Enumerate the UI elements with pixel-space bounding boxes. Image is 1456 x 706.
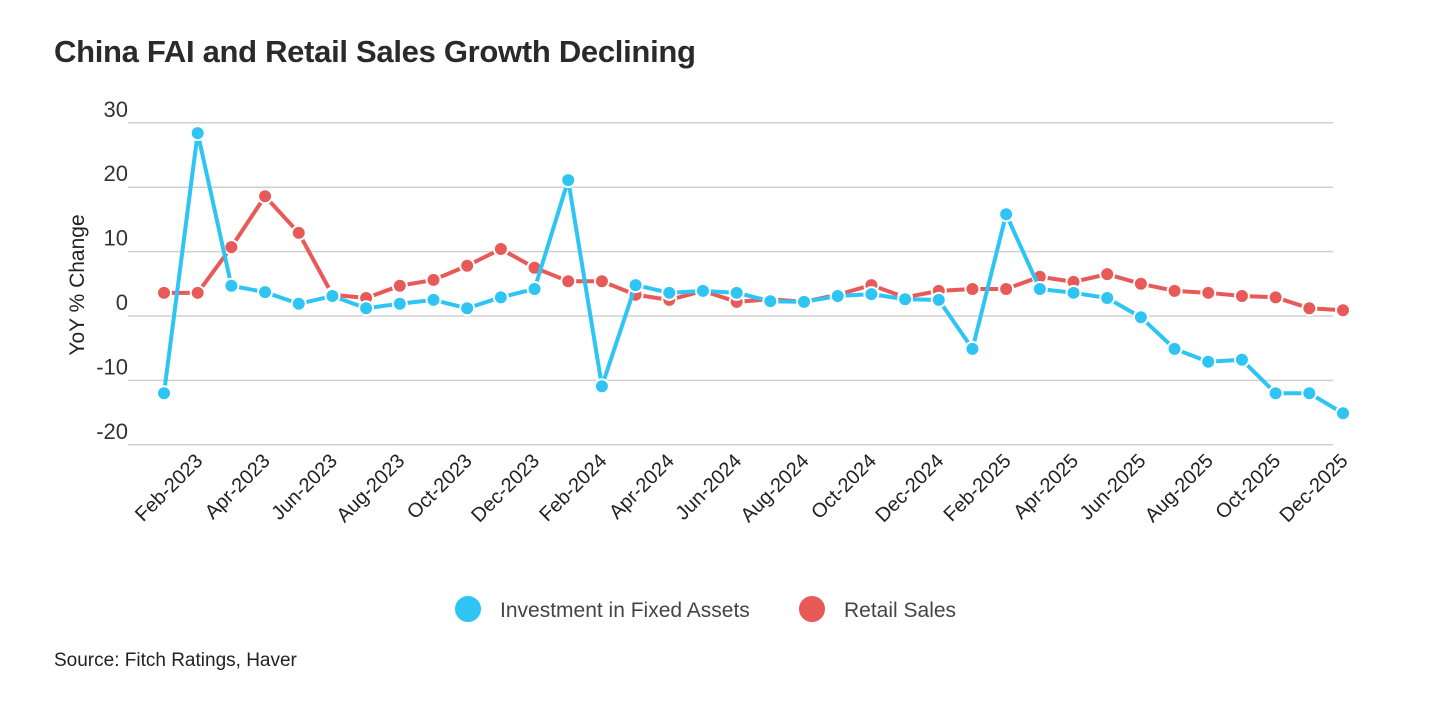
x-tick-label: Feb-2024: [535, 450, 611, 526]
legend-label: Retail Sales: [844, 599, 956, 622]
data-point: [1200, 284, 1217, 301]
series-line: [162, 131, 1345, 415]
data-point: [560, 273, 577, 290]
legend-marker-icon: [453, 594, 483, 624]
data-point: [1166, 282, 1183, 299]
data-point: [593, 378, 610, 395]
data-point: [189, 125, 206, 142]
data-point: [1099, 289, 1116, 306]
x-tick-label: Apr-2025: [1009, 450, 1083, 524]
data-point: [156, 385, 172, 402]
data-point: [1335, 302, 1351, 319]
data-point: [627, 277, 644, 294]
data-point: [189, 284, 206, 301]
x-tick-label: Jun-2025: [1076, 450, 1151, 525]
data-point: [1200, 353, 1217, 370]
data-point: [998, 280, 1015, 297]
data-point: [593, 273, 610, 290]
data-point: [324, 288, 341, 305]
data-point: [1031, 280, 1048, 297]
data-point: [1301, 385, 1318, 402]
data-point: [829, 288, 846, 305]
y-tick-label: 20: [104, 161, 128, 186]
x-tick-label: Oct-2024: [807, 450, 881, 524]
source-note: Source: Fitch Ratings, Haver: [54, 650, 297, 671]
data-point: [391, 295, 408, 312]
data-point: [796, 293, 813, 310]
data-point: [156, 284, 172, 301]
data-point: [492, 241, 509, 258]
y-tick-label: -20: [96, 419, 128, 444]
data-point: [694, 282, 711, 299]
x-tick-label: Apr-2024: [605, 450, 679, 524]
data-point: [661, 284, 678, 301]
data-point: [257, 284, 274, 301]
data-point: [1099, 266, 1116, 283]
x-tick-label: Aug-2023: [332, 450, 409, 527]
legend-marker-icon: [797, 594, 827, 624]
legend-item[interactable]: Retail Sales: [797, 594, 956, 624]
data-point: [964, 280, 981, 297]
data-point: [526, 280, 543, 297]
chart-title: China FAI and Retail Sales Growth Declin…: [54, 34, 696, 69]
x-tick-label: Dec-2025: [1276, 450, 1353, 527]
data-point: [425, 271, 442, 288]
data-point: [492, 289, 509, 306]
data-point: [459, 257, 476, 274]
data-point: [290, 224, 307, 241]
data-point: [1233, 288, 1250, 305]
y-tick-label: -10: [96, 354, 128, 379]
data-point: [560, 172, 577, 189]
data-point: [290, 295, 307, 312]
x-tick-label: Jun-2023: [267, 450, 342, 525]
legend-item[interactable]: Investment in Fixed Assets: [453, 594, 750, 624]
data-point: [1065, 284, 1082, 301]
data-point: [1132, 309, 1149, 326]
data-point: [998, 206, 1015, 223]
data-point: [728, 284, 745, 301]
x-tick-label: Oct-2023: [403, 450, 477, 524]
data-point: [1267, 289, 1284, 306]
data-point: [358, 300, 375, 317]
data-point: [223, 239, 240, 256]
data-point: [897, 291, 914, 308]
x-tick-label: Oct-2025: [1211, 450, 1285, 524]
data-point: [863, 286, 880, 303]
data-point: [1301, 300, 1318, 317]
x-tick-label: Jun-2024: [672, 450, 747, 525]
y-tick-label: 10: [104, 226, 128, 251]
data-point: [223, 277, 240, 294]
x-tick-label: Aug-2024: [737, 450, 814, 527]
data-point: [459, 300, 476, 317]
data-point: [391, 277, 408, 294]
x-tick-label: Feb-2025: [940, 450, 1016, 526]
data-point: [1166, 340, 1183, 357]
data-point: [1132, 275, 1149, 292]
data-point: [964, 340, 981, 357]
x-tick-label: Apr-2023: [201, 450, 275, 524]
x-tick-label: Feb-2023: [131, 450, 207, 526]
data-point: [762, 293, 779, 310]
data-point: [1233, 351, 1250, 368]
data-point: [257, 188, 274, 205]
y-tick-label: 30: [104, 97, 128, 122]
x-tick-label: Dec-2023: [467, 450, 544, 527]
series-investment-in-fixed-assets: [156, 125, 1351, 422]
series-line: [164, 194, 1344, 313]
x-tick-label: Aug-2025: [1141, 450, 1218, 527]
data-point: [425, 291, 442, 308]
data-point: [1335, 405, 1351, 422]
data-point: [1267, 385, 1284, 402]
y-axis-label: YoY % Change: [66, 214, 89, 355]
legend-label: Investment in Fixed Assets: [500, 599, 750, 622]
data-point: [930, 291, 947, 308]
y-tick-label: 0: [116, 290, 128, 315]
x-tick-label: Dec-2024: [871, 450, 948, 527]
